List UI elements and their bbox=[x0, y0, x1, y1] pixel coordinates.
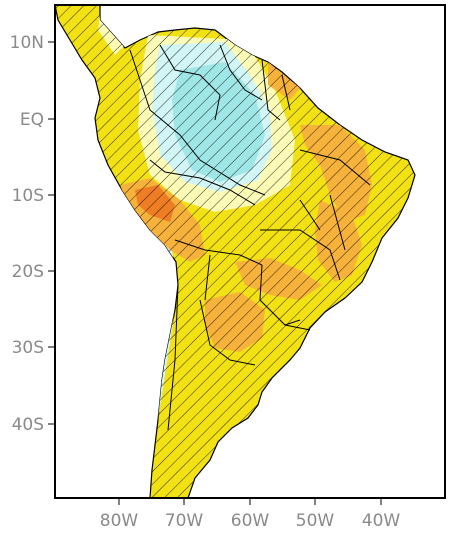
latitude-label: 40S bbox=[12, 415, 44, 435]
latitude-label: 20S bbox=[12, 262, 44, 282]
longitude-label: 80W bbox=[100, 511, 139, 531]
latitude-label: 10N bbox=[10, 33, 44, 53]
longitude-labels: 80W 70W 60W 50W 40W bbox=[100, 498, 401, 531]
latitude-label: 30S bbox=[12, 338, 44, 358]
longitude-label: 70W bbox=[165, 511, 204, 531]
longitude-label: 60W bbox=[231, 511, 270, 531]
longitude-label: 40W bbox=[362, 511, 401, 531]
latitude-label: 10S bbox=[12, 186, 44, 206]
country-borders bbox=[129, 44, 371, 431]
longitude-label: 50W bbox=[296, 511, 335, 531]
latitude-label: EQ bbox=[20, 110, 44, 130]
latitude-labels: 10N EQ 10S 20S 30S 40S bbox=[10, 33, 55, 435]
